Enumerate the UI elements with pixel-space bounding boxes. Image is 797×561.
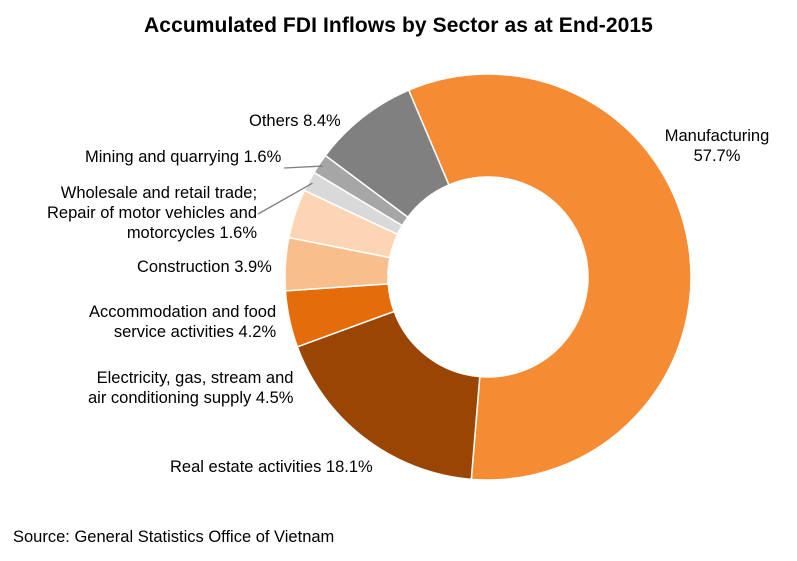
slice-label-line: Repair of motor vehicles and xyxy=(47,204,258,222)
slice-manufacturing xyxy=(407,73,692,481)
slice-others xyxy=(324,89,450,219)
slice-label-6: Wholesale and retail trade; Repair of mot… xyxy=(47,183,257,243)
slice-label-line: Accommodation and food xyxy=(89,303,277,321)
slice-label-line: Real estate activities 18.1% xyxy=(170,458,373,476)
slice-real-estate-activities xyxy=(296,310,481,481)
slice-label-8: Others 8.4% xyxy=(249,111,341,131)
donut-slices xyxy=(284,73,692,481)
leader-lines xyxy=(257,165,323,215)
source-note: Source: General Statistics Office of Vie… xyxy=(13,528,335,546)
slice-label-4: Accommodation and food service activities… xyxy=(89,302,276,342)
slice-label-line: Mining and quarrying 1.6% xyxy=(85,148,282,166)
slice-label-line: Electricity, gas, stream and xyxy=(96,369,294,387)
slice-label-3: Electricity, gas, stream and air conditio… xyxy=(88,368,293,408)
slice-label-line: air conditioning supply 4.5% xyxy=(88,389,294,407)
leader-line xyxy=(257,182,313,215)
slice-label-line: Others 8.4% xyxy=(249,112,341,130)
slice-label-line: service activities 4.2% xyxy=(113,323,277,341)
slice-label-5: Construction 3.9% xyxy=(137,257,272,277)
slice-label-2: Real estate activities 18.1% xyxy=(170,457,373,477)
slice-label-7: Mining and quarrying 1.6% xyxy=(85,147,281,167)
chart-title: Accumulated FDI Inflows by Sector as at … xyxy=(144,14,653,37)
slice-label-line: motorcycles 1.6% xyxy=(126,224,258,242)
slice-label-line: Construction 3.9% xyxy=(137,258,272,276)
leader-line xyxy=(283,165,323,169)
slice-label-line: Manufacturing xyxy=(664,127,770,145)
slice-label-line: Wholesale and retail trade; xyxy=(60,184,258,202)
slice-label-line: 57.7% xyxy=(693,147,741,165)
slice-label-1: Manufacturing 57.7% xyxy=(657,126,777,166)
